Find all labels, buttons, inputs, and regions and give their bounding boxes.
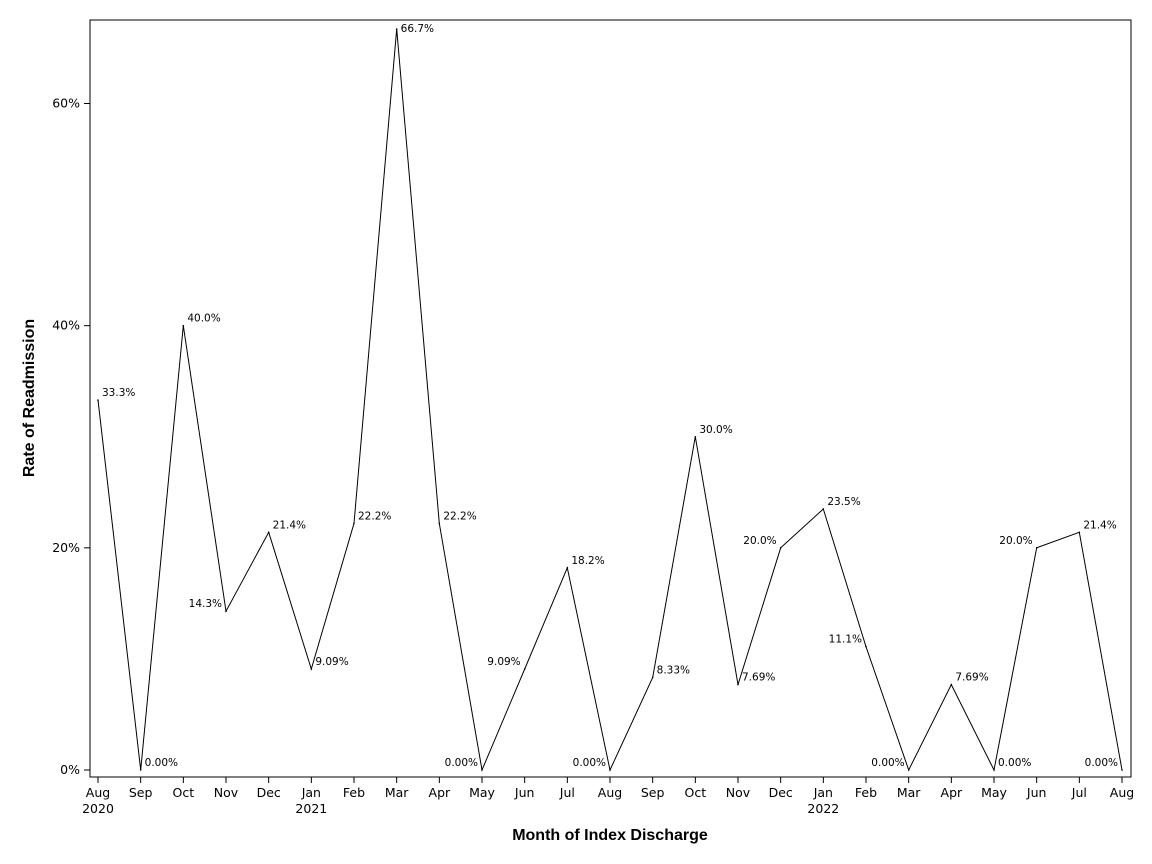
data-point	[182, 324, 185, 327]
data-point	[267, 531, 270, 534]
x-tick-label: Dec	[769, 785, 793, 800]
data-point	[907, 769, 910, 771]
data-point	[97, 399, 99, 401]
data-point	[353, 522, 355, 525]
x-tick-label: Mar	[897, 785, 921, 800]
x-tick-label: Apr	[941, 785, 963, 800]
y-tick-label: 60%	[52, 96, 80, 111]
data-label: 66.7%	[401, 23, 434, 35]
x-tick-label: Jun	[514, 785, 535, 800]
x-year-label: 2021	[295, 801, 327, 816]
x-tick-label: Jan	[301, 785, 321, 800]
data-point	[950, 683, 953, 686]
data-point	[1078, 531, 1081, 534]
data-label: 14.3%	[189, 598, 222, 610]
x-tick-label: Aug	[1110, 785, 1134, 800]
data-label: 20.0%	[743, 535, 776, 547]
data-point	[310, 668, 313, 670]
data-point	[993, 769, 995, 771]
x-year-label: 2020	[82, 801, 114, 816]
data-label: 33.3%	[102, 387, 135, 399]
x-tick-label: Jun	[1026, 785, 1047, 800]
data-label: 30.0%	[699, 424, 732, 436]
data-label: 22.2%	[443, 510, 476, 522]
data-label: 20.0%	[999, 535, 1032, 547]
data-point	[865, 645, 867, 648]
y-axis: 0% 20% 40% 60%	[52, 96, 90, 777]
data-label: 0.00%	[573, 757, 606, 769]
data-point	[737, 683, 739, 686]
x-tick-label: Aug	[86, 785, 110, 800]
data-point	[566, 567, 569, 569]
x-axis-title: Month of Index Discharge	[512, 827, 708, 844]
data-point	[438, 522, 441, 525]
x-tick-label: Apr	[429, 785, 451, 800]
data-label: 0.00%	[1085, 757, 1118, 769]
data-label: 23.5%	[827, 496, 860, 508]
data-point	[694, 435, 697, 438]
data-point	[225, 610, 227, 612]
data-label: 18.2%	[571, 555, 604, 567]
data-label: 9.09%	[487, 656, 520, 668]
x-tick-label: Sep	[641, 785, 665, 800]
data-label: 0.00%	[998, 757, 1031, 769]
plot-frame	[89, 19, 1132, 778]
data-label: 0.00%	[871, 757, 904, 769]
x-tick-label: Feb	[343, 785, 365, 800]
y-tick-label: 40%	[52, 318, 80, 333]
y-tick-label: 0%	[60, 762, 80, 777]
data-point	[481, 769, 483, 771]
x-year-label: 2022	[807, 801, 839, 816]
data-label: 8.33%	[657, 664, 690, 676]
data-label: 0.00%	[445, 757, 478, 769]
data-label: 0.00%	[145, 757, 178, 769]
x-tick-label: Oct	[173, 785, 195, 800]
y-axis-title: Rate of Readmission	[21, 319, 38, 477]
data-point	[395, 28, 398, 30]
data-label: 11.1%	[829, 634, 862, 646]
data-point	[523, 668, 526, 670]
x-tick-label: Feb	[855, 785, 877, 800]
x-tick-label: Aug	[598, 785, 622, 800]
data-point	[651, 676, 654, 679]
data-point	[822, 508, 825, 510]
x-tick-label: Jul	[559, 785, 575, 800]
data-label: 9.09%	[315, 656, 348, 668]
x-tick-label: Jul	[1071, 785, 1087, 800]
data-point	[609, 769, 611, 771]
data-label: 22.2%	[358, 510, 391, 522]
x-tick-label: Mar	[385, 785, 409, 800]
x-tick-label: Nov	[214, 785, 239, 800]
x-tick-label: Oct	[685, 785, 707, 800]
readmission-rate-line	[97, 29, 1123, 772]
x-tick-label: Sep	[129, 785, 153, 800]
x-tick-label: Nov	[726, 785, 751, 800]
x-tick-label: May	[469, 785, 495, 800]
data-labels: 33.3% 0.00% 40.0% 14.3% 21.4% 9.09% 22.2% 66.7%…	[97, 23, 1123, 771]
data-label: 40.0%	[187, 313, 220, 325]
data-label: 21.4%	[273, 519, 306, 531]
y-tick-label: 20%	[52, 540, 80, 555]
x-tick-label: May	[981, 785, 1007, 800]
x-tick-label: Dec	[257, 785, 281, 800]
data-point	[1035, 547, 1038, 549]
data-point	[139, 769, 142, 771]
data-label: 7.69%	[955, 672, 988, 684]
data-label: 21.4%	[1083, 519, 1116, 531]
data-point	[779, 547, 782, 549]
data-label: 7.69%	[742, 672, 775, 684]
x-tick-label: Jan	[813, 785, 833, 800]
data-point	[1121, 769, 1123, 771]
